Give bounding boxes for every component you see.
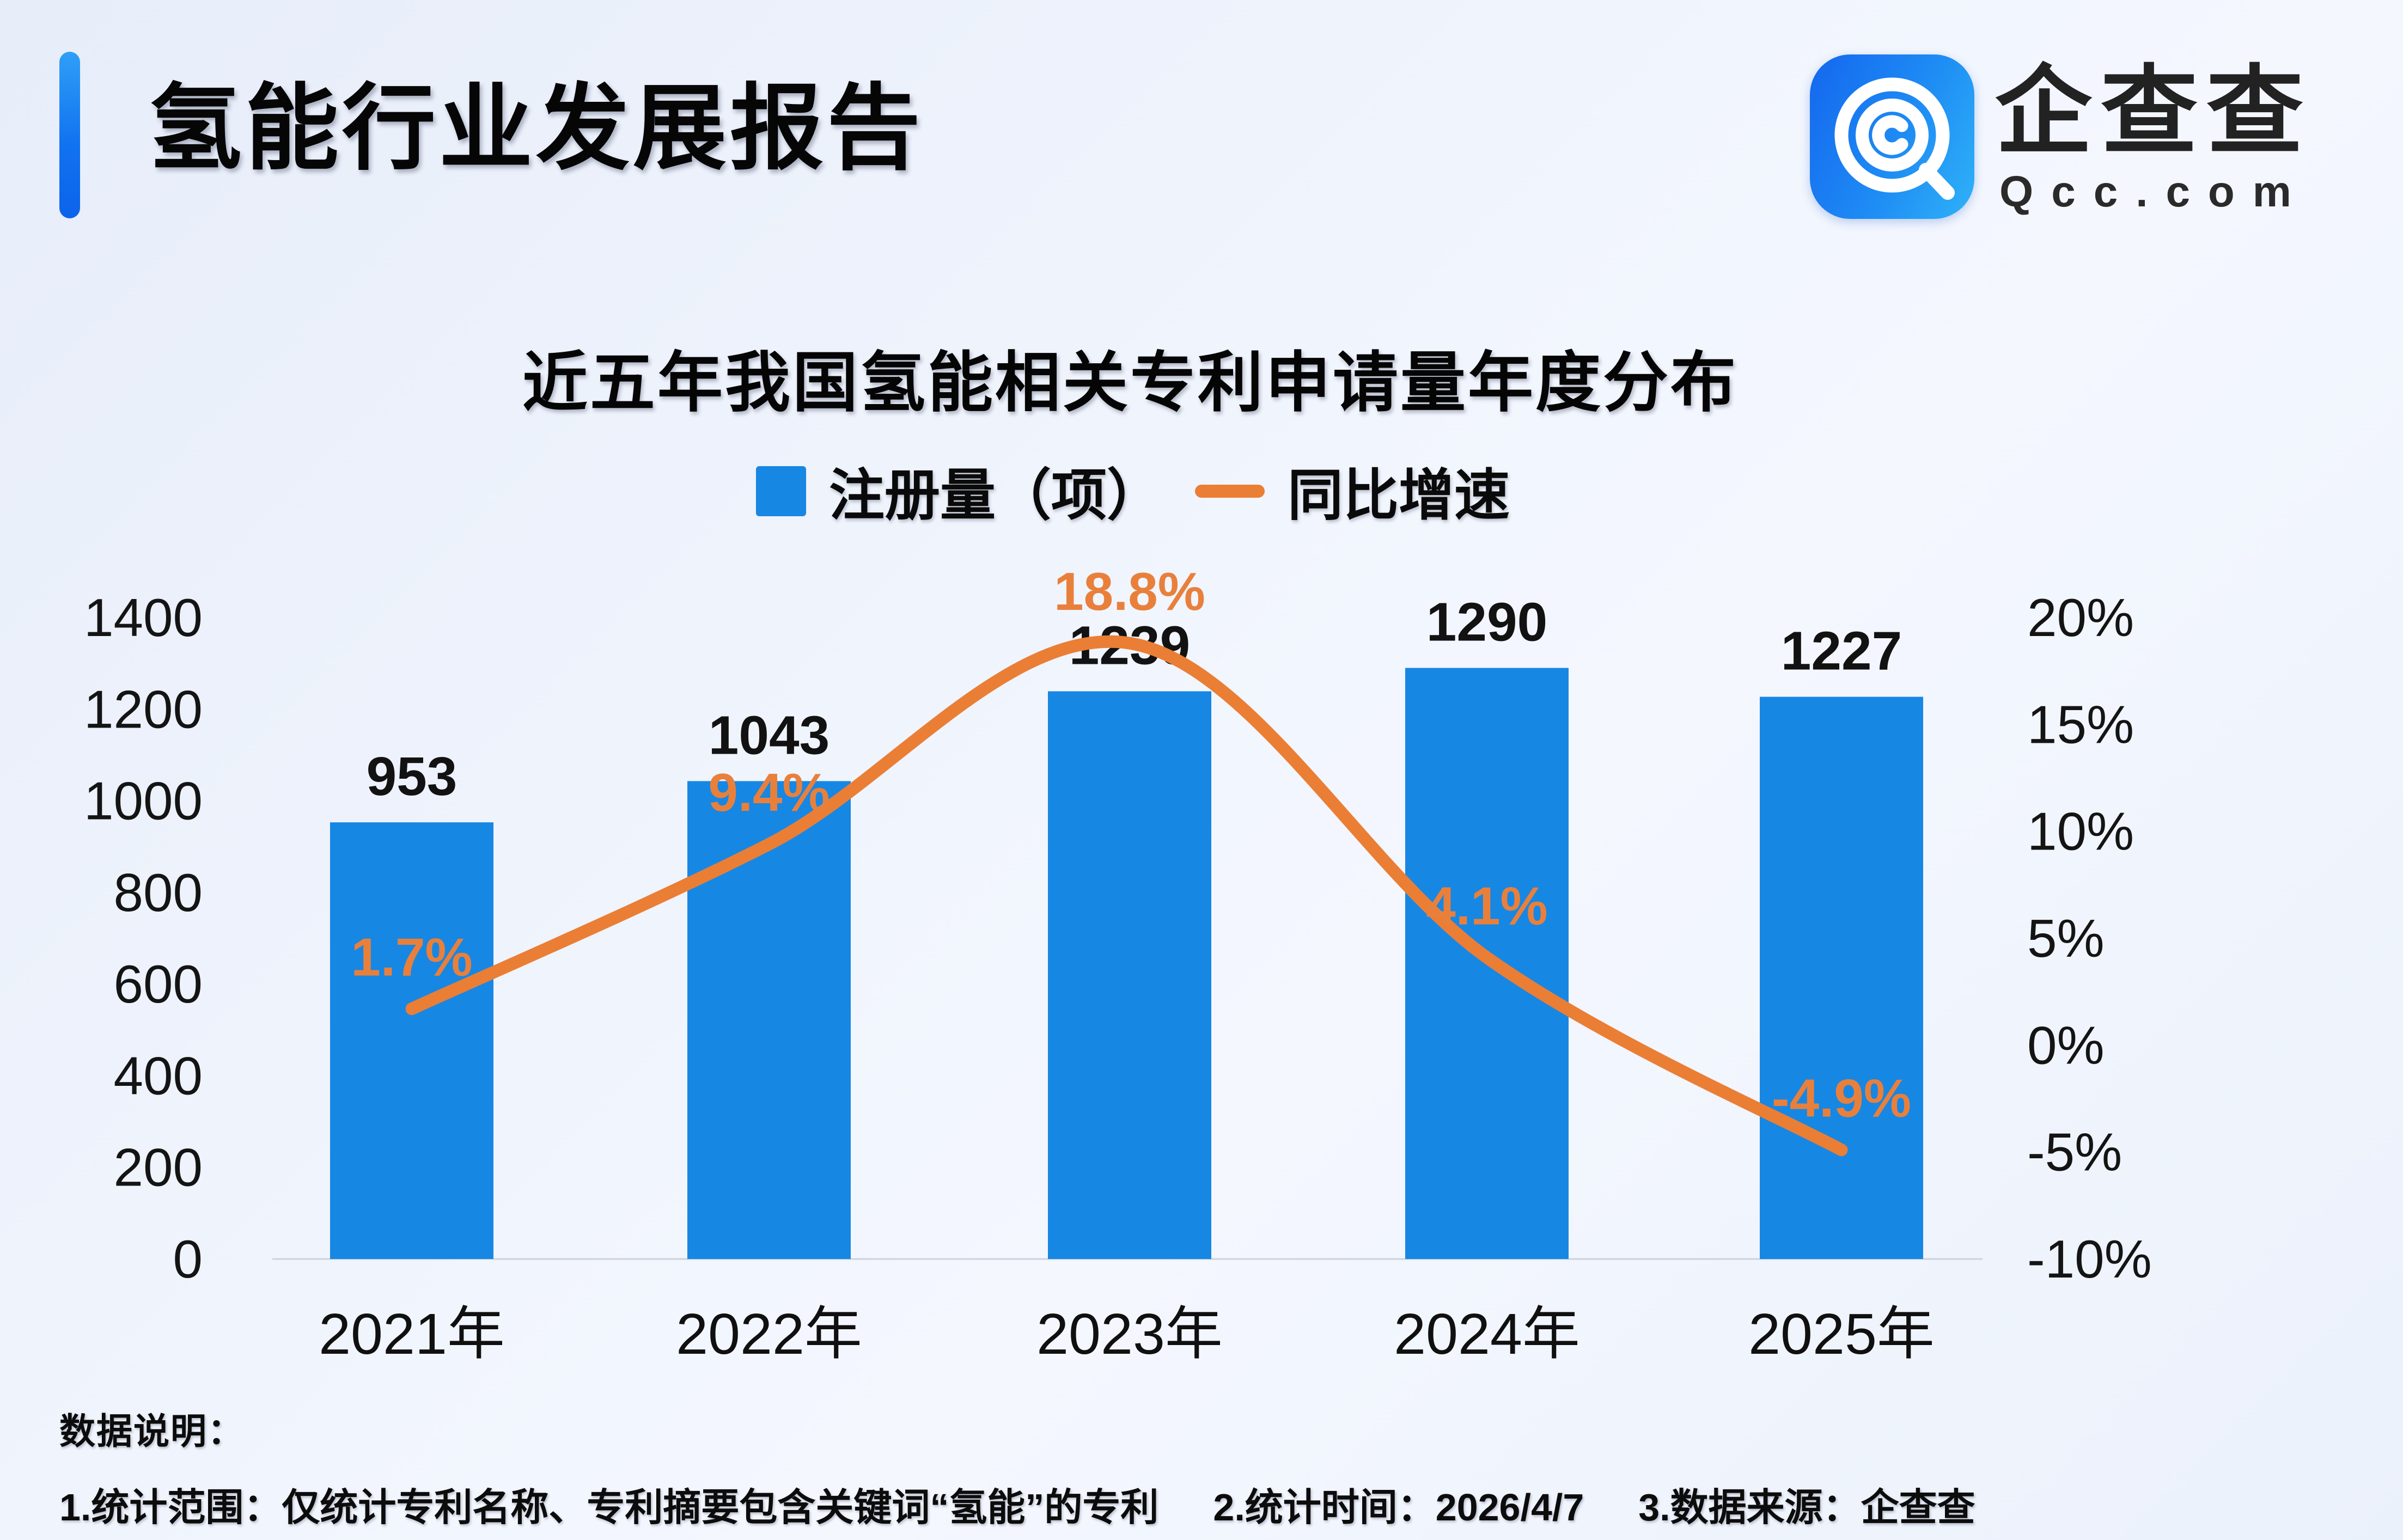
bar-2023年 xyxy=(1048,691,1211,1259)
bar-2022年 xyxy=(687,781,851,1259)
y-axis-tick-right: 10% xyxy=(2027,802,2134,861)
chart-title: 近五年我国氢能相关专利申请量年度分布 xyxy=(522,346,1738,419)
growth-line xyxy=(405,635,1848,1157)
legend-bar-label: 注册量（项） xyxy=(829,465,1162,527)
legend-bar-marker xyxy=(756,466,806,516)
y-axis-tick-left: 200 xyxy=(113,1138,203,1197)
footer-note-date: 2.统计时间：2026/4/7 xyxy=(1213,1486,1584,1529)
legend-line-marker xyxy=(1195,484,1265,498)
qcc-logo-text: 企查查 xyxy=(1995,57,2312,166)
legend-item-growth: 同比增速 xyxy=(1195,451,1510,531)
page-title: 氢能行业发展报告 xyxy=(148,76,924,181)
y-axis-tick-right: -10% xyxy=(2027,1229,2152,1289)
y-axis-tick-right: 0% xyxy=(2027,1015,2105,1075)
x-axis-label: 2022年 xyxy=(676,1302,862,1366)
growth-label: -4.9% xyxy=(1772,1068,1911,1128)
y-axis-tick-left: 0 xyxy=(173,1229,203,1289)
y-axis-tick-right: 20% xyxy=(2027,588,2134,647)
x-axis-label: 2024年 xyxy=(1394,1302,1580,1366)
x-axis-label: 2021年 xyxy=(319,1302,505,1366)
bar-value-label: 1043 xyxy=(709,705,830,766)
qcc-logo-domain: Qcc.com xyxy=(1999,167,2309,216)
y-axis-tick-left: 600 xyxy=(113,954,203,1014)
growth-label: 1.7% xyxy=(351,927,472,987)
y-axis-tick-right: 5% xyxy=(2027,908,2105,968)
qcc-spiral-q-icon xyxy=(1810,54,1974,219)
bar-2025年 xyxy=(1760,696,1923,1259)
legend-item-registrations: 注册量（项） xyxy=(756,451,1162,531)
footer-heading: 数据说明： xyxy=(59,1411,245,1451)
bar-2021年 xyxy=(330,822,493,1259)
footer-note-source: 3.数据来源：企查查 xyxy=(1638,1486,1975,1529)
bar-value-label: 1290 xyxy=(1426,592,1547,653)
legend-line-label: 同比增速 xyxy=(1288,465,1510,527)
bar-value-label: 953 xyxy=(367,746,458,807)
chart-legend: 注册量（项） 同比增速 xyxy=(0,451,2266,531)
y-axis-tick-right: -5% xyxy=(2027,1122,2122,1182)
qcc-logo: 企查查 Qcc.com xyxy=(1810,54,2349,223)
x-axis-label: 2023年 xyxy=(1036,1302,1223,1366)
x-axis-label: 2025年 xyxy=(1748,1302,1935,1366)
growth-label: 4.1% xyxy=(1426,876,1547,936)
bar-value-label: 1227 xyxy=(1781,621,1902,682)
title-accent-bar xyxy=(59,52,80,218)
y-axis-tick-left: 1400 xyxy=(84,588,203,647)
growth-label: 18.8% xyxy=(1054,561,1205,621)
y-axis-tick-left: 1000 xyxy=(84,771,203,831)
y-axis-tick-right: 15% xyxy=(2027,694,2134,754)
y-axis-tick-left: 400 xyxy=(113,1046,203,1105)
footer-notes: 1.统计范围：仅统计专利名称、专利摘要包含关键词“氢能”的专利 2.统计时间：2… xyxy=(59,1477,2347,1532)
growth-label: 9.4% xyxy=(708,762,830,822)
y-axis-tick-left: 1200 xyxy=(84,679,203,739)
y-axis-tick-left: 800 xyxy=(113,863,203,922)
footer-note-scope: 1.统计范围：仅统计专利名称、专利摘要包含关键词“氢能”的专利 xyxy=(59,1486,1159,1529)
